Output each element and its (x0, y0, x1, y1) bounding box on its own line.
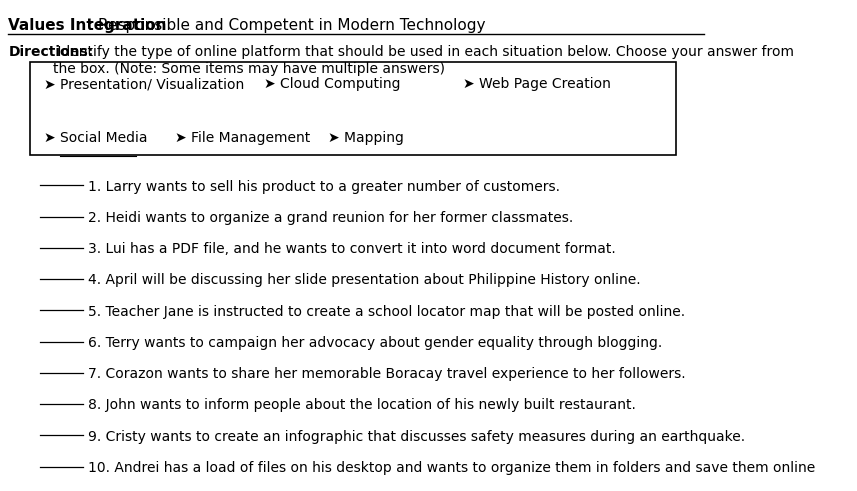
Text: 2. Heidi wants to organize a grand reunion for her former classmates.: 2. Heidi wants to organize a grand reuni… (88, 211, 573, 225)
FancyBboxPatch shape (30, 62, 676, 155)
Text: 10. Andrei has a load of files on his desktop and wants to organize them in fold: 10. Andrei has a load of files on his de… (88, 461, 815, 475)
Text: 6. Terry wants to campaign her advocacy about gender equality through blogging.: 6. Terry wants to campaign her advocacy … (88, 336, 662, 350)
Text: ➤ Mapping: ➤ Mapping (328, 131, 404, 145)
Text: 1. Larry wants to sell his product to a greater number of customers.: 1. Larry wants to sell his product to a … (88, 180, 560, 193)
Text: Identify the type of online platform that should be used in each situation below: Identify the type of online platform tha… (53, 45, 794, 76)
Text: 4. April will be discussing her slide presentation about Philippine History onli: 4. April will be discussing her slide pr… (88, 273, 641, 287)
Text: ➤ File Management: ➤ File Management (176, 131, 310, 145)
Text: ➤ Web Page Creation: ➤ Web Page Creation (463, 77, 611, 91)
Text: : Responsible and Competent in Modern Technology: : Responsible and Competent in Modern Te… (87, 19, 485, 33)
Text: Values Integration: Values Integration (9, 19, 167, 33)
Text: 5. Teacher Jane is instructed to create a school locator map that will be posted: 5. Teacher Jane is instructed to create … (88, 304, 685, 319)
Text: 3. Lui has a PDF file, and he wants to convert it into word document format.: 3. Lui has a PDF file, and he wants to c… (88, 242, 616, 256)
Text: Social Media: Social Media (60, 131, 147, 145)
Text: ➤ Cloud Computing: ➤ Cloud Computing (264, 77, 400, 91)
Text: 7. Corazon wants to share her memorable Boracay travel experience to her followe: 7. Corazon wants to share her memorable … (88, 367, 686, 381)
Text: 9. Cristy wants to create an infographic that discusses safety measures during a: 9. Cristy wants to create an infographic… (88, 430, 745, 443)
Text: ➤: ➤ (44, 131, 60, 145)
Text: 8. John wants to inform people about the location of his newly built restaurant.: 8. John wants to inform people about the… (88, 398, 636, 412)
Text: ➤ Presentation/ Visualization: ➤ Presentation/ Visualization (44, 77, 244, 91)
Text: Directions:: Directions: (9, 45, 93, 59)
